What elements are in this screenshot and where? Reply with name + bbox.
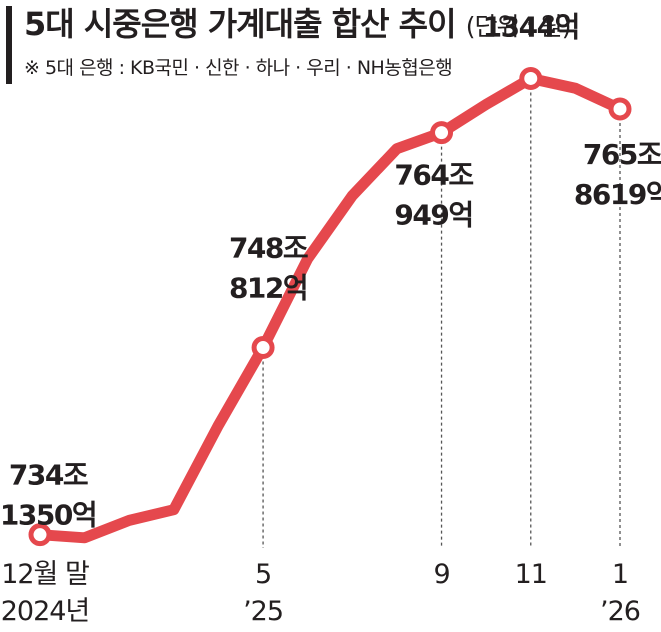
x-tick-label: 12월 말: [1, 559, 89, 590]
data-label-bottom: 1344억: [483, 10, 579, 43]
x-tick-year-label: 2024년: [1, 596, 90, 627]
data-label-bottom: 812억: [229, 272, 307, 305]
data-point: [251, 336, 275, 360]
guide-lines: [39, 86, 621, 548]
data-labels: 734조 1350억 748조 812억 764조 949억 768조 1344억 765조 86…: [0, 0, 661, 532]
x-tick-label: 1: [612, 559, 628, 590]
data-label-top: 765조: [583, 138, 661, 171]
x-tick-label: 9: [433, 559, 449, 590]
x-tick-year-label: ’26: [600, 596, 640, 627]
data-point: [430, 121, 454, 145]
data-label-top: 748조: [229, 232, 308, 265]
x-tick-label: 5: [255, 559, 271, 590]
data-label-bottom: 8619억: [574, 178, 661, 211]
data-label-top: 768조: [492, 0, 571, 3]
title-accent-bar: [6, 6, 12, 84]
series-line: [34, 73, 626, 544]
data-point: [608, 97, 632, 121]
data-label-top: 734조: [9, 459, 88, 492]
data-label-top: 764조: [394, 159, 473, 192]
chart-title: 5대 시중은행 가계대출 합산 추이 (단위 : 원): [24, 4, 572, 47]
chart-title-text: 5대 시중은행 가계대출 합산 추이: [24, 5, 457, 43]
x-tick-label: 11: [515, 559, 547, 590]
bank-note: ※ 5대 은행 : KB국민 · 신한 · 하나 · 우리 · NH농협은행: [24, 57, 453, 79]
unit-label: (단위 : 원): [465, 12, 572, 41]
data-points: [28, 66, 632, 547]
data-label-bottom: 1350억: [0, 499, 96, 532]
data-point: [519, 66, 543, 90]
data-label-bottom: 949억: [394, 199, 472, 232]
x-tick-year-label: ’25: [243, 596, 283, 627]
data-point: [28, 523, 52, 547]
